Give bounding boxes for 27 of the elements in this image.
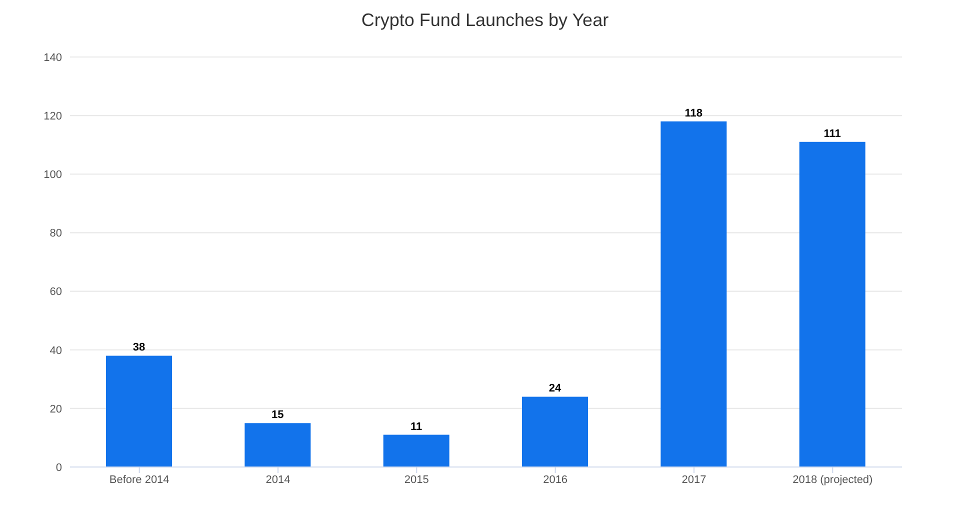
bar [106, 356, 172, 467]
bar [244, 423, 311, 467]
y-tick-label: 140 [44, 52, 62, 64]
x-tick-label: 2016 [543, 474, 568, 486]
x-tick-label: 2017 [682, 474, 706, 486]
data-label: 15 [272, 409, 284, 422]
y-tick-label: 80 [50, 228, 62, 240]
chart-title: Crypto Fund Launches by Year [360, 10, 610, 31]
data-label: 11 [410, 420, 422, 433]
bar [522, 396, 588, 467]
y-tick-label: 100 [44, 169, 62, 182]
bar [799, 142, 866, 467]
x-tick-label: Before 2014 [109, 474, 170, 486]
data-label: 38 [132, 342, 146, 354]
y-tick-label: 20 [50, 403, 62, 416]
data-label: 24 [548, 382, 562, 395]
bar [660, 121, 727, 467]
y-tick-label: 60 [50, 286, 62, 298]
data-label: 118 [684, 107, 703, 120]
bar [383, 434, 450, 467]
x-tick-label: 2018 (projected) [792, 474, 873, 486]
x-tick-label: 2015 [404, 474, 429, 486]
y-tick-label: 0 [56, 462, 62, 474]
x-tick-label: 2014 [266, 474, 290, 486]
data-label: 111 [824, 128, 841, 140]
y-tick-label: 120 [44, 110, 62, 122]
y-tick-label: 40 [50, 344, 62, 357]
